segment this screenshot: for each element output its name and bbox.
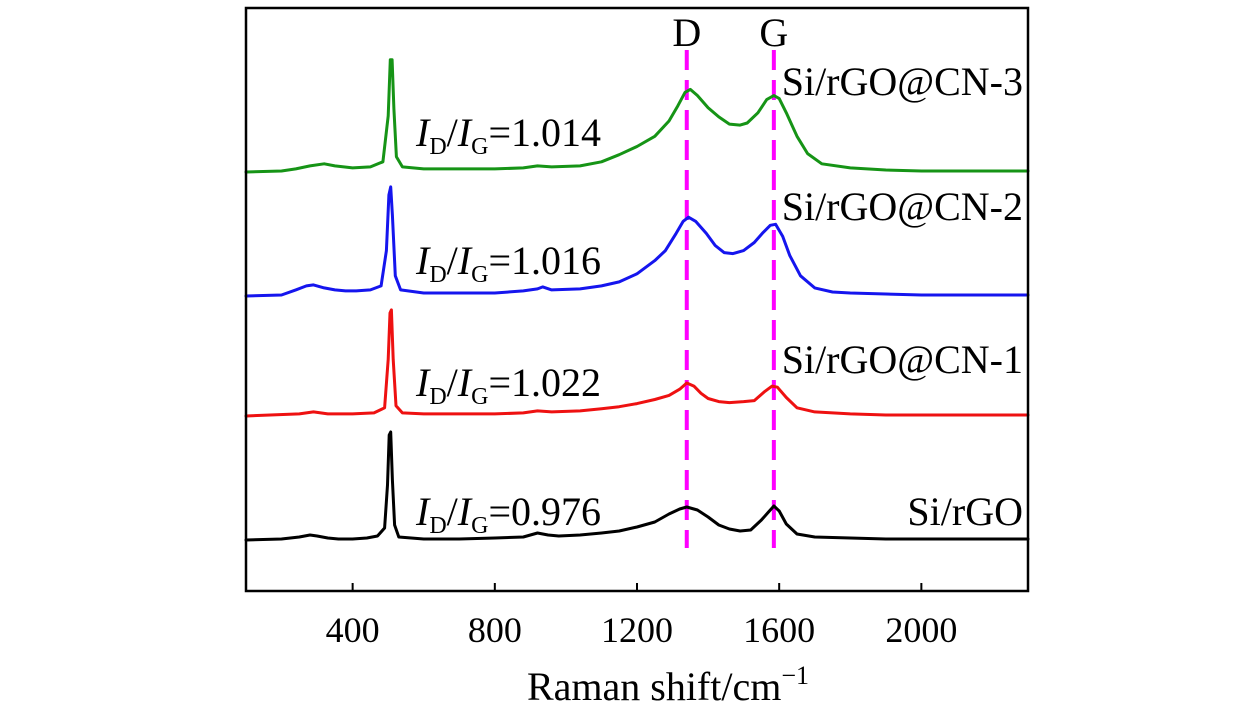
ratio-label-si-rgo-cn-2: ID/IG=1.016: [415, 238, 601, 288]
ratio-var-b: I: [457, 489, 473, 534]
ratio-value: =1.022: [488, 360, 601, 405]
ratio-var-a: I: [415, 110, 431, 155]
series-labels: Si/rGO Si/rGO@CN-1 Si/rGO@CN-2 Si/rGO@CN-3: [782, 59, 1023, 534]
ratio-sub-a: D: [429, 513, 446, 539]
ratio-slash: /: [447, 360, 459, 405]
series-line-si-rgo-cn-3: [244, 58, 1030, 174]
x-axis-label-text: Raman shift/cm: [527, 664, 781, 709]
ratio-label-si-rgo: ID/IG=0.976: [415, 489, 601, 539]
peak-label-g: G: [759, 10, 788, 55]
ratio-var-b: I: [457, 238, 473, 283]
ratio-sub-b: G: [471, 513, 488, 539]
ratio-var-a: I: [415, 360, 431, 405]
ratio-value: =1.016: [488, 238, 601, 283]
x-tick-label-1200: 1200: [601, 610, 673, 650]
series-lines: [244, 58, 1030, 542]
ratio-var-a: I: [415, 489, 431, 534]
ratio-slash: /: [447, 238, 459, 283]
ratio-sub-a: D: [429, 134, 446, 160]
ratio-var-a: I: [415, 238, 431, 283]
x-tick-label-1600: 1600: [743, 610, 815, 650]
series-label-si-rgo-cn-1: Si/rGO@CN-1: [782, 337, 1023, 382]
x-tick-label-2000: 2000: [885, 610, 957, 650]
ratio-sub-a: D: [429, 262, 446, 288]
series-label-si-rgo-cn-3: Si/rGO@CN-3: [782, 59, 1023, 104]
x-tick-label-800: 800: [468, 610, 522, 650]
series-line-si-rgo: [244, 430, 1030, 542]
ratio-sub-b: G: [471, 134, 488, 160]
x-axis: 400 800 1200 1600 2000: [326, 583, 957, 650]
ratio-value: =1.014: [488, 110, 601, 155]
ratio-label-si-rgo-cn-1: ID/IG=1.022: [415, 360, 601, 410]
series-line-si-rgo-cn-2: [244, 185, 1030, 298]
x-axis-label: Raman shift/cm−1: [527, 661, 809, 709]
series-label-si-rgo-cn-2: Si/rGO@CN-2: [782, 184, 1023, 229]
series-line-si-rgo-cn-1: [244, 308, 1030, 418]
ratio-var-b: I: [457, 360, 473, 405]
ratio-slash: /: [447, 489, 459, 534]
x-tick-label-400: 400: [326, 610, 380, 650]
ratio-sub-a: D: [429, 384, 446, 410]
ratio-labels: ID/IG=0.976ID/IG=1.022ID/IG=1.016ID/IG=1…: [415, 110, 601, 539]
x-axis-label-superscript: −1: [781, 661, 809, 690]
peak-label-d: D: [672, 10, 701, 55]
ratio-label-si-rgo-cn-3: ID/IG=1.014: [415, 110, 601, 160]
ratio-var-b: I: [457, 110, 473, 155]
ratio-slash: /: [447, 110, 459, 155]
series-label-si-rgo: Si/rGO: [907, 489, 1023, 534]
ratio-value: =0.976: [488, 489, 601, 534]
ratio-sub-b: G: [471, 262, 488, 288]
ratio-sub-b: G: [471, 384, 488, 410]
peak-lines: [684, 50, 776, 548]
